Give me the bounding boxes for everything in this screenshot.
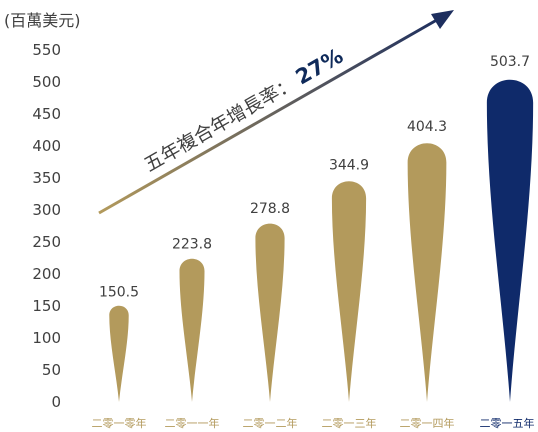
category-label: 二零一四年 [400, 416, 455, 430]
bars [109, 79, 534, 402]
bar-二零一三年 [331, 181, 367, 402]
y-tick-label: 200 [32, 265, 61, 283]
y-tick-label: 400 [32, 137, 61, 155]
category-label: 二零一三年 [322, 416, 377, 430]
y-tick-label: 250 [32, 233, 61, 251]
y-tick-label: 350 [32, 169, 61, 187]
value-label: 150.5 [99, 284, 139, 300]
y-axis-unit-label: (百萬美元) [4, 11, 81, 30]
category-label: 二零一零年 [92, 416, 147, 430]
value-label: 404.3 [407, 119, 447, 135]
cagr-label: 五年複合年增長率： [141, 72, 300, 176]
y-tick-label: 450 [32, 105, 61, 123]
value-label: 223.8 [172, 237, 212, 253]
value-label: 344.9 [329, 158, 369, 174]
category-labels: 二零一零年 二零一一年 二零一二年 二零一三年 二零一四年 二零一五年 [92, 416, 535, 430]
y-tick-label: 150 [32, 297, 61, 315]
y-tick-label: 100 [32, 329, 61, 347]
y-axis-ticks: 0 50 100 150 200 250 300 350 400 450 500 550 [32, 41, 61, 411]
cagr-value: 27% [292, 44, 348, 90]
value-labels: 150.5 223.8 278.8 344.9 404.3 503.7 [99, 54, 530, 300]
y-tick-label: 550 [32, 41, 61, 59]
y-tick-label: 0 [51, 393, 61, 411]
category-label: 二零一五年 [480, 416, 535, 430]
cagr-arrow [98, 15, 443, 215]
value-label: 278.8 [250, 201, 290, 217]
cagr-annotation: 五年複合年增長率：27% [98, 10, 454, 215]
category-label: 二零一二年 [243, 416, 298, 430]
bar-二零一一年 [179, 258, 205, 402]
y-tick-label: 50 [42, 361, 61, 379]
y-tick-label: 500 [32, 73, 61, 91]
bar-二零一二年 [255, 223, 285, 402]
y-tick-label: 300 [32, 201, 61, 219]
bar-二零一四年 [407, 143, 447, 402]
value-label: 503.7 [490, 54, 530, 70]
category-label: 二零一一年 [165, 416, 220, 430]
cagr-text: 五年複合年增長率：27% [140, 44, 348, 177]
bar-二零一零年 [109, 305, 129, 402]
arrow-head-icon [431, 10, 454, 29]
bar-二零一五年 [486, 79, 534, 402]
